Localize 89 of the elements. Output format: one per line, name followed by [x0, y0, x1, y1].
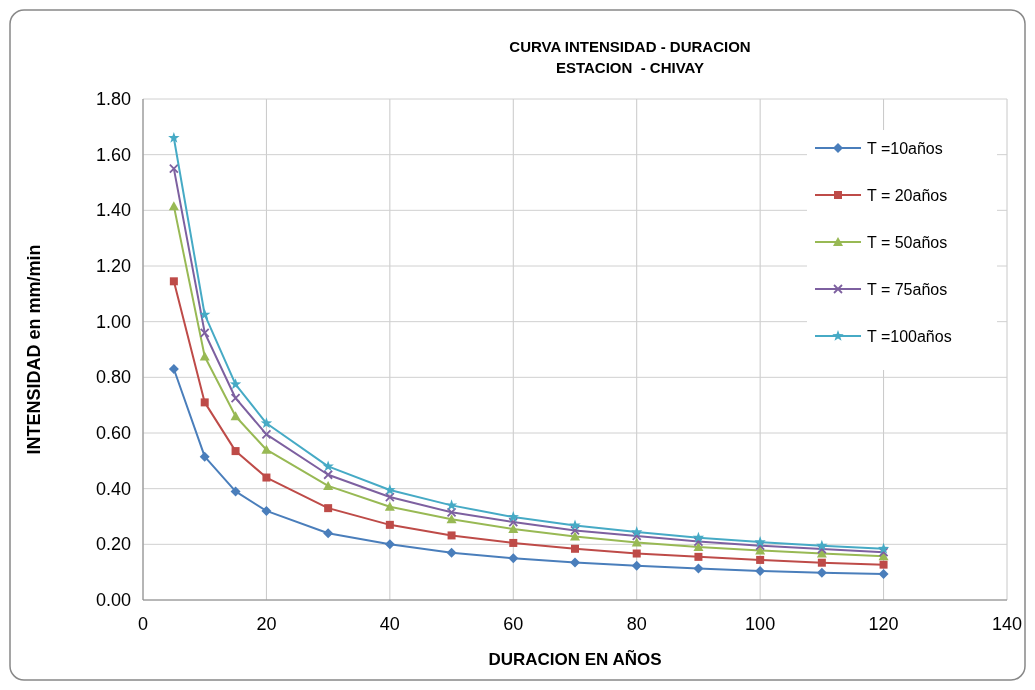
point	[385, 520, 394, 529]
point	[693, 542, 704, 552]
point	[200, 398, 209, 407]
point	[569, 519, 581, 531]
point	[261, 505, 272, 516]
point	[570, 525, 580, 536]
legend-label: T =100años	[867, 328, 952, 345]
point	[632, 549, 641, 558]
point	[384, 501, 395, 511]
point	[260, 417, 273, 429]
y-tick-label: 1.20	[95, 256, 131, 276]
x-tick-label: 80	[626, 614, 647, 634]
point	[168, 363, 179, 374]
point	[169, 277, 178, 286]
point	[230, 486, 241, 497]
x-tick-label: 0	[137, 614, 149, 634]
y-tick-label: 0.20	[95, 534, 131, 555]
point	[693, 563, 704, 574]
point	[692, 531, 705, 543]
point	[323, 469, 334, 480]
y-tick-label: 0.80	[95, 367, 131, 388]
point	[571, 544, 579, 553]
point	[199, 327, 210, 338]
point	[508, 517, 519, 527]
point	[229, 378, 242, 390]
point	[261, 444, 272, 454]
point	[631, 526, 643, 537]
y-tick-label: 1.80	[95, 89, 131, 109]
point	[445, 499, 458, 511]
point	[694, 552, 703, 561]
y-axis-title: INTENSIDAD en mm/min	[24, 244, 44, 455]
legend-label: T = 75años	[867, 281, 948, 298]
x-tick-label: 40	[379, 614, 400, 634]
x-tick-label: 100	[745, 614, 776, 634]
x-tick-label: 60	[503, 614, 524, 634]
point	[756, 555, 765, 564]
point	[446, 514, 457, 524]
point	[323, 528, 334, 539]
point	[261, 429, 272, 440]
point	[507, 511, 519, 522]
point	[508, 553, 519, 564]
point	[322, 460, 334, 472]
point	[168, 163, 179, 174]
y-tick-label: 0.60	[95, 423, 131, 443]
legend-label: T = 50años	[867, 234, 948, 251]
point	[324, 504, 333, 513]
y-tick-label: 1.00	[95, 311, 131, 332]
point	[446, 507, 457, 518]
x-axis-title: DURACION EN AÑOS	[488, 649, 662, 669]
point	[446, 547, 457, 558]
legend-label: T = 20años	[867, 187, 948, 204]
point	[168, 201, 179, 211]
point	[230, 393, 241, 404]
point	[570, 557, 580, 568]
point	[570, 531, 580, 541]
x-tick-label: 20	[256, 614, 277, 634]
point	[631, 537, 642, 547]
point	[384, 492, 395, 502]
x-tick-label: 120	[868, 614, 899, 634]
point	[508, 524, 519, 534]
point	[631, 560, 642, 571]
point	[816, 539, 828, 551]
point	[447, 531, 456, 540]
point	[199, 308, 211, 320]
point	[509, 538, 518, 547]
chart-subtitle: ESTACION - CHIVAY	[555, 59, 705, 76]
point	[879, 560, 888, 569]
legend-label: T =10años	[867, 140, 943, 157]
point	[199, 451, 210, 462]
point	[878, 569, 889, 580]
point	[323, 480, 334, 490]
point	[877, 542, 890, 554]
point	[384, 484, 396, 495]
point	[262, 473, 271, 482]
y-tick-label: 1.40	[95, 200, 131, 221]
point	[230, 411, 241, 421]
point	[384, 539, 395, 550]
point	[816, 567, 827, 578]
y-tick-label: 0.40	[95, 478, 131, 499]
point	[231, 447, 240, 456]
point	[631, 531, 642, 541]
point	[754, 536, 766, 547]
y-tick-label: 1.60	[95, 144, 131, 165]
y-tick-label: 0.00	[95, 590, 131, 610]
point	[817, 558, 826, 567]
point	[755, 566, 766, 577]
x-tick-label: 140	[991, 614, 1023, 634]
point	[168, 131, 180, 143]
chart-title: CURVA INTENSIDAD - DURACION	[509, 38, 751, 55]
